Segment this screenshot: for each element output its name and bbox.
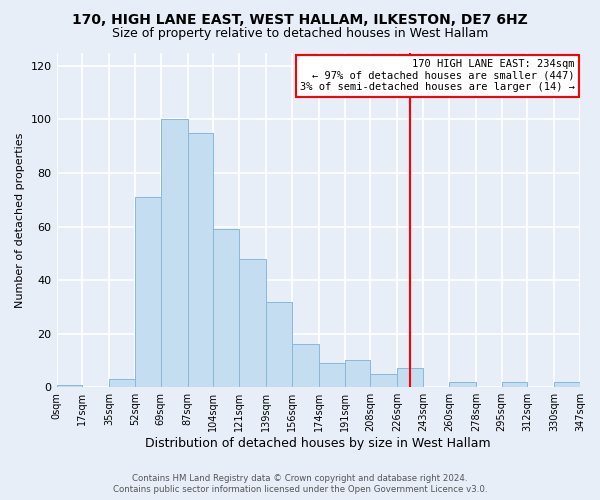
Bar xyxy=(56,384,82,387)
Bar xyxy=(319,363,344,387)
Bar xyxy=(370,374,397,387)
Text: Size of property relative to detached houses in West Hallam: Size of property relative to detached ho… xyxy=(112,28,488,40)
Bar xyxy=(214,229,239,387)
Text: 170 HIGH LANE EAST: 234sqm
← 97% of detached houses are smaller (447)
3% of semi: 170 HIGH LANE EAST: 234sqm ← 97% of deta… xyxy=(300,59,575,92)
Text: Contains HM Land Registry data © Crown copyright and database right 2024.
Contai: Contains HM Land Registry data © Crown c… xyxy=(113,474,487,494)
Bar xyxy=(239,258,266,387)
Y-axis label: Number of detached properties: Number of detached properties xyxy=(15,132,25,308)
Text: 170, HIGH LANE EAST, WEST HALLAM, ILKESTON, DE7 6HZ: 170, HIGH LANE EAST, WEST HALLAM, ILKEST… xyxy=(72,12,528,26)
X-axis label: Distribution of detached houses by size in West Hallam: Distribution of detached houses by size … xyxy=(145,437,491,450)
Bar xyxy=(344,360,370,387)
Bar xyxy=(502,382,527,387)
Bar xyxy=(292,344,319,387)
Bar xyxy=(161,120,188,387)
Bar xyxy=(135,197,161,387)
Bar xyxy=(188,133,214,387)
Bar xyxy=(397,368,423,387)
Bar xyxy=(554,382,580,387)
Bar xyxy=(266,302,292,387)
Bar xyxy=(449,382,476,387)
Bar xyxy=(109,379,135,387)
